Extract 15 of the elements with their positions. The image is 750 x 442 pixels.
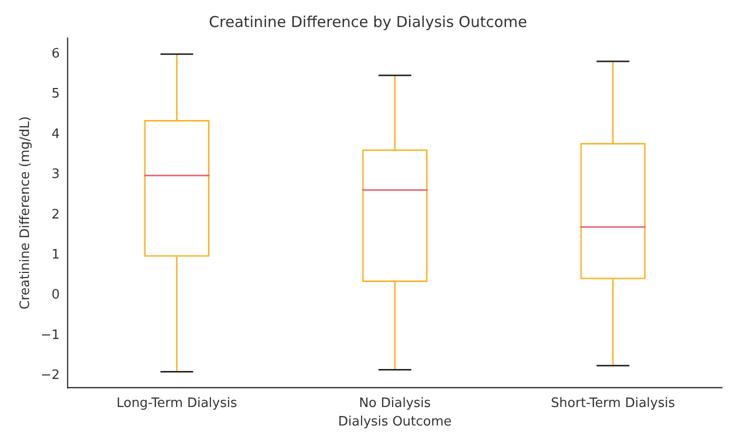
y-tick-label: 3 [51,167,60,182]
x-tick-label: Short-Term Dialysis [550,396,676,411]
y-axis-title: Creatinine Difference (mg/dL) [18,116,34,310]
y-tick-label: 4 [51,126,60,142]
y-tick-label: −2 [40,368,60,384]
y-tick-label: 0 [51,288,60,303]
y-tick-label: 2 [51,207,60,222]
y-tick-label: 6 [51,46,60,62]
y-tick-label: −1 [40,328,60,343]
x-tick-label: Long-Term Dialysis [116,396,238,411]
x-axis-title: Dialysis Outcome [338,414,452,430]
y-tick-label: 1 [51,247,60,262]
y-tick-label: 5 [51,86,60,102]
x-tick-label: No Dialysis [358,396,432,411]
chart-title: Creatinine Difference by Dialysis Outcome [208,12,528,31]
